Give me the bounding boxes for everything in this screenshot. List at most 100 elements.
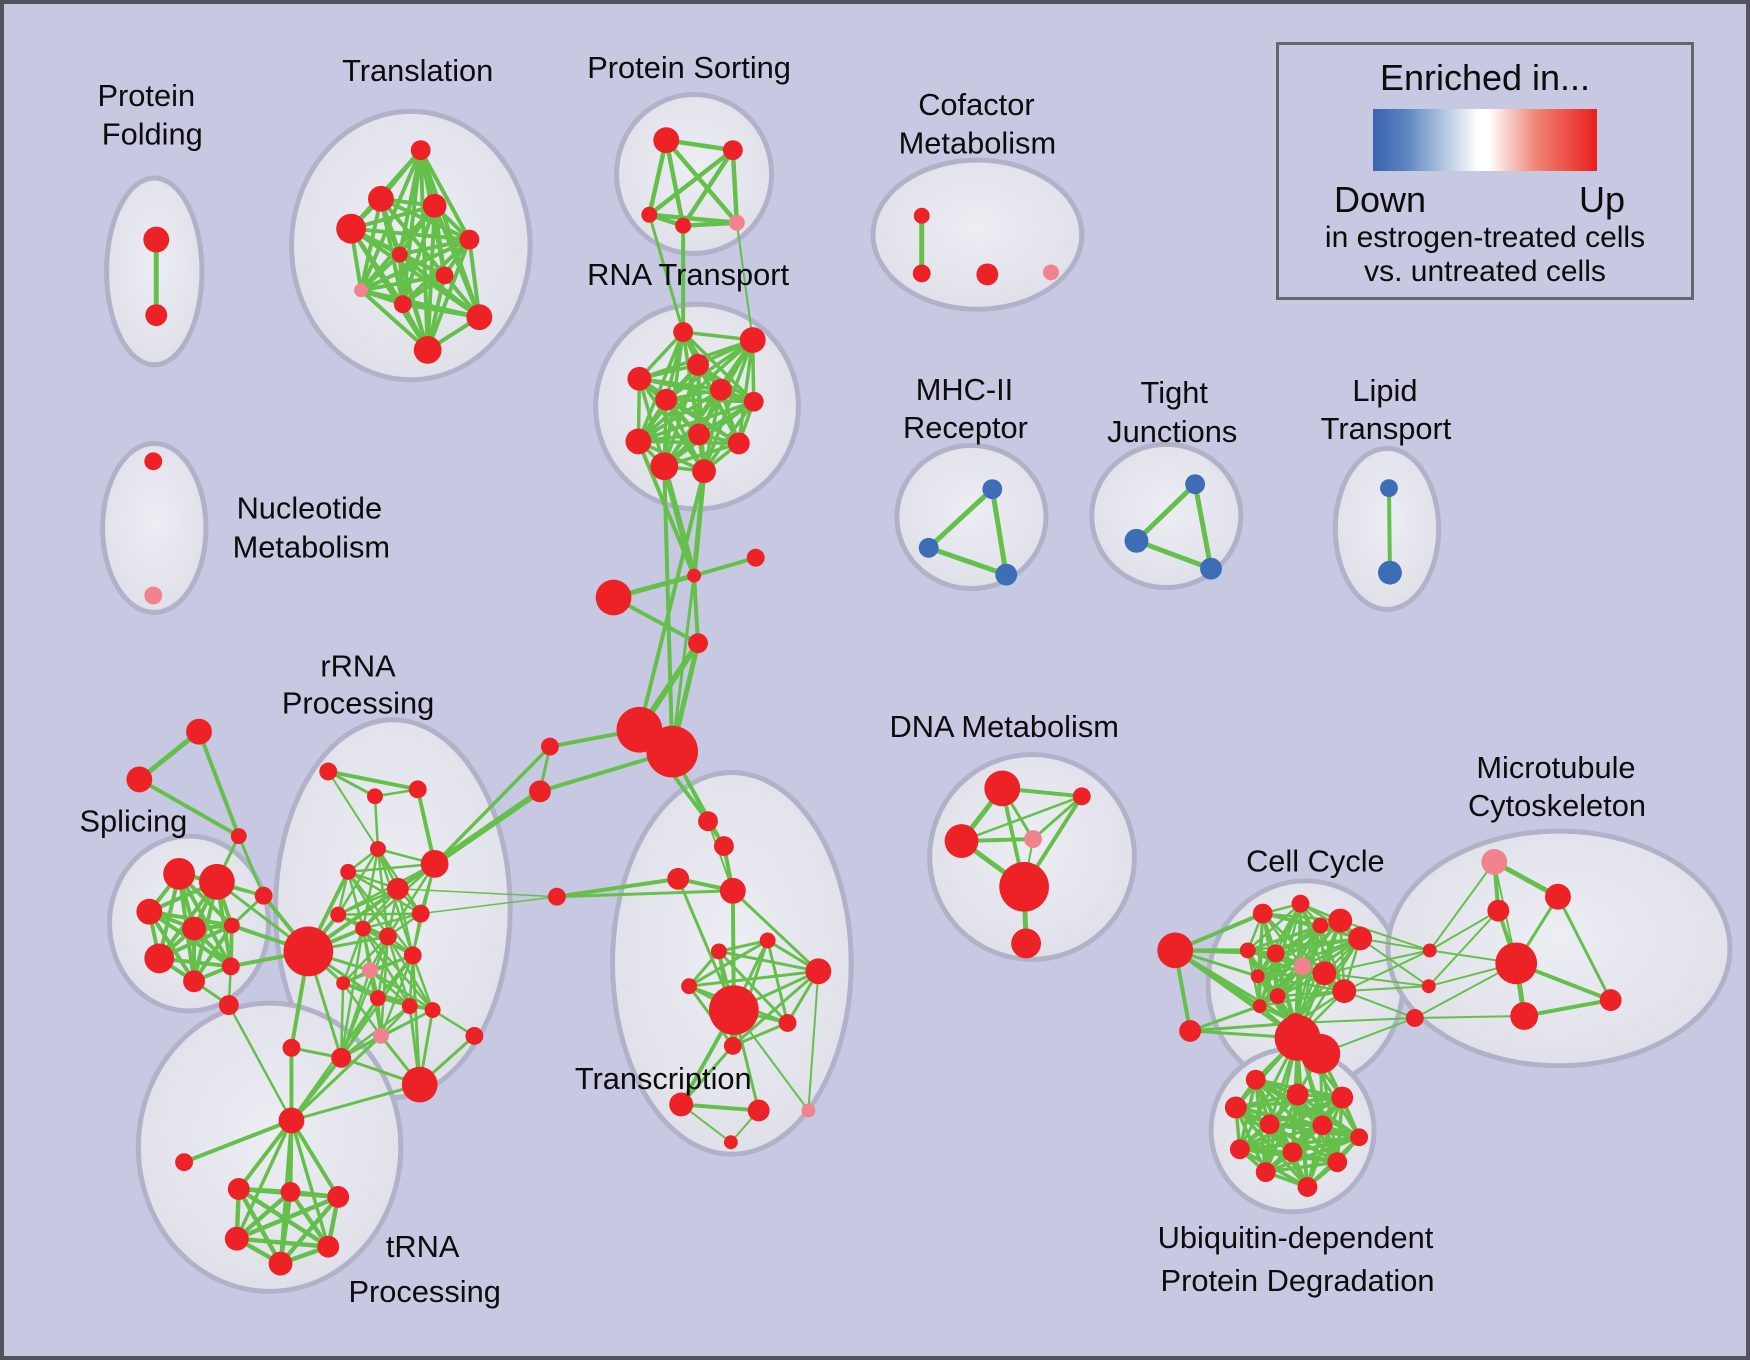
network-edge <box>234 1194 341 1241</box>
network-edge <box>386 935 434 1012</box>
network-node-tg0 <box>186 718 212 745</box>
network-node-tr4 <box>317 1235 340 1258</box>
network-node-ub6 <box>1350 1128 1369 1147</box>
cluster-label-mhc-ii-receptor-line2: Receptor <box>903 410 1028 445</box>
network-node-tc12 <box>747 1099 770 1122</box>
network-edge <box>359 288 430 352</box>
network-edge <box>679 1044 735 1106</box>
legend-up-label: Up <box>1578 179 1625 220</box>
cluster-label-rrna-processing-line2: Processing <box>282 685 434 720</box>
network-node-mtP <box>1481 849 1508 875</box>
network-node-ub1 <box>1286 1083 1309 1106</box>
network-edge <box>664 397 756 404</box>
network-node-tl0 <box>410 140 431 161</box>
cluster-ellipse-lipid-transport <box>1332 445 1442 612</box>
network-node-br0 <box>1422 943 1437 958</box>
network-node-sp2 <box>136 898 163 925</box>
network-edge <box>235 1118 294 1241</box>
network-node-dm2 <box>944 824 979 858</box>
network-edge <box>341 981 383 1038</box>
network-node-hl1 <box>540 737 559 756</box>
network-edge <box>1427 909 1500 988</box>
network-node-rr12 <box>362 962 378 979</box>
network-edge <box>1323 949 1431 975</box>
network-node-rt3 <box>627 366 652 391</box>
network-edge <box>361 912 422 930</box>
network-edge <box>339 927 365 1060</box>
network-node-rt0 <box>673 322 694 342</box>
network-node-rr8 <box>411 904 430 923</box>
network-node-j <box>687 568 702 583</box>
legend-subtitle-line1: in estrogen-treated cells <box>1324 221 1646 254</box>
network-node-tl4 <box>459 229 480 250</box>
network-edge <box>326 769 420 792</box>
network-node-dm1 <box>1072 787 1091 806</box>
network-node-sp5 <box>144 943 175 974</box>
network-edge <box>1343 949 1431 993</box>
network-node-cc1 <box>1291 894 1310 913</box>
network-edge <box>717 949 790 1025</box>
cluster-label-mhc-ii-receptor-line1: MHC-II <box>916 372 1014 407</box>
network-edge <box>467 237 482 320</box>
cluster-label-lipid-transport-line1: Lipid <box>1352 373 1417 408</box>
network-node-tc0 <box>698 811 718 832</box>
network-node-tj0 <box>1185 474 1206 495</box>
network-node-rrH <box>283 926 334 977</box>
network-node-tr1 <box>280 1182 301 1202</box>
network-node-rr3 <box>369 841 386 857</box>
network-node-mtB <box>1495 942 1538 985</box>
network-edge <box>1263 1135 1361 1174</box>
legend-gradient-bar <box>1373 109 1597 171</box>
cluster-label-trna-processing-line1: tRNA <box>386 1229 460 1264</box>
cluster-label-ubiquitin-dependent-protein-degradation-line2: Protein Degradation <box>1161 1263 1435 1298</box>
network-node-cm <box>688 633 708 654</box>
network-edge <box>637 377 756 404</box>
network-edge <box>926 486 995 551</box>
network-node-rr13 <box>336 976 351 991</box>
network-edge <box>636 399 756 444</box>
network-edge <box>731 969 820 1048</box>
network-edge <box>717 949 820 973</box>
cluster-label-transcription-line1: Transcription <box>575 1061 752 1096</box>
network-edge <box>336 912 422 916</box>
network-node-rr17 <box>372 1027 389 1044</box>
network-node-ps4 <box>728 214 745 231</box>
network-node-tc4 <box>759 932 776 949</box>
network-edge <box>730 147 740 225</box>
network-edge <box>679 1102 761 1113</box>
network-node-ccL <box>1157 932 1194 969</box>
network-node-mt6 <box>1599 989 1622 1012</box>
network-node-tr0 <box>227 1178 250 1200</box>
network-node-ub11 <box>1297 1177 1318 1197</box>
network-edge <box>336 862 436 916</box>
network-edge <box>680 147 736 228</box>
network-edge <box>432 203 482 320</box>
network-edge <box>1173 948 1298 1025</box>
network-edge <box>339 981 345 1060</box>
cluster-labels-layer: Protein Folding Translation Protein Sorting… <box>79 50 1646 1309</box>
network-node-rr21 <box>465 1026 484 1045</box>
network-edge <box>731 889 820 973</box>
network-node-rr14 <box>369 990 386 1007</box>
cluster-ellipse-microtubule-cytoskeleton <box>1385 828 1733 1069</box>
network-edge <box>1258 912 1264 1008</box>
network-node-pf0 <box>143 226 170 253</box>
legend-subtitle-line2: vs. untreated cells <box>1364 255 1606 288</box>
network-edge <box>396 887 414 957</box>
network-edge <box>368 969 434 1012</box>
network-node-trI <box>175 1153 194 1172</box>
network-edge <box>926 545 1009 578</box>
network-node-tl5 <box>391 246 408 263</box>
network-node-cc2 <box>1312 917 1329 934</box>
network-edge <box>647 147 736 217</box>
cluster-label-protein-folding-line1: Protein <box>98 78 196 113</box>
network-node-dm4 <box>999 861 1049 912</box>
network-node-tl2 <box>422 193 447 218</box>
network-edge <box>702 399 756 473</box>
network-edge <box>1188 1004 1262 1033</box>
legend-box: Enriched in... Down Up in estrogen-treat… <box>1276 42 1694 300</box>
network-edge <box>1192 481 1214 572</box>
network-node-mt1 <box>1545 883 1571 910</box>
network-node-ccL2 <box>1179 1019 1202 1042</box>
network-node-ps1 <box>722 140 743 161</box>
